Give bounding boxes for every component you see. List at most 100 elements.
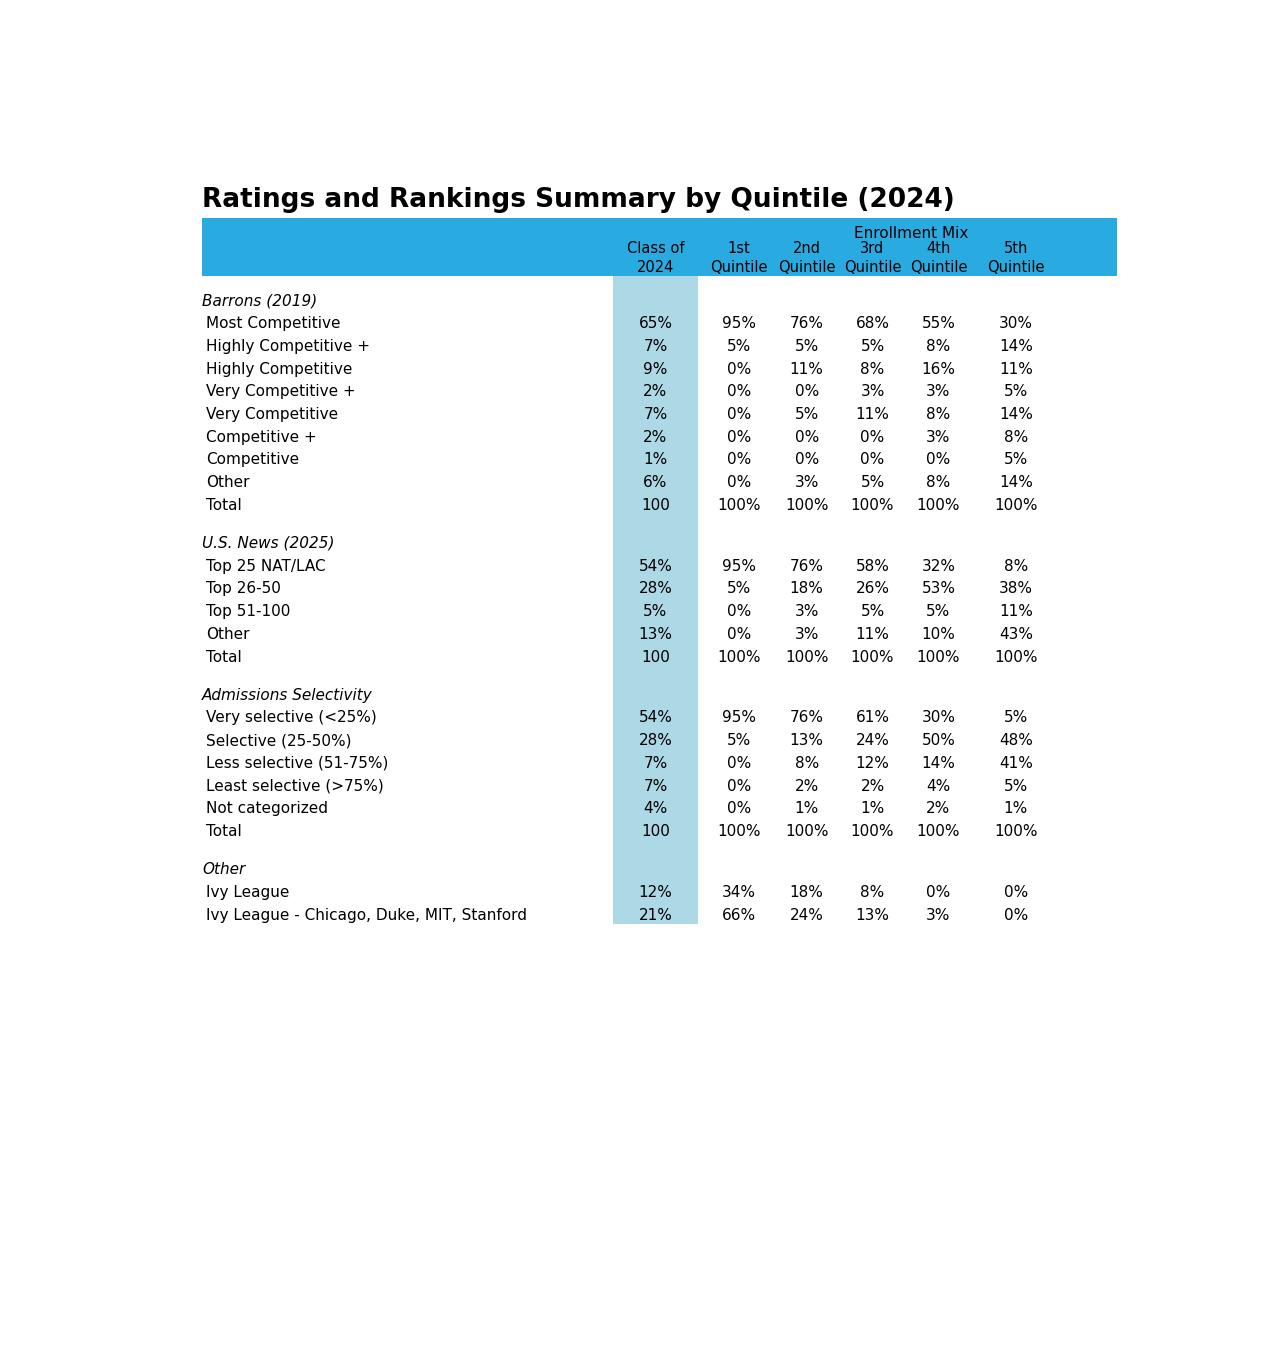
Text: Ivy League: Ivy League <box>205 884 290 900</box>
Text: 0%: 0% <box>926 453 951 468</box>
Text: Ivy League - Chicago, Duke, MIT, Stanford: Ivy League - Chicago, Duke, MIT, Stanfor… <box>205 907 527 922</box>
Text: 13%: 13% <box>790 733 823 748</box>
Text: 66%: 66% <box>722 907 755 922</box>
Text: 1%: 1% <box>643 453 667 468</box>
Text: 5%: 5% <box>727 338 752 355</box>
Text: 0%: 0% <box>727 756 752 771</box>
Text: 34%: 34% <box>722 884 755 900</box>
Text: 41%: 41% <box>999 756 1032 771</box>
Text: 100: 100 <box>641 824 670 838</box>
Text: 30%: 30% <box>999 317 1032 332</box>
Text: 12%: 12% <box>856 756 889 771</box>
Text: 14%: 14% <box>999 474 1032 491</box>
Text: Highly Competitive +: Highly Competitive + <box>205 338 370 355</box>
Text: Not categorized: Not categorized <box>205 801 328 817</box>
Text: 11%: 11% <box>999 361 1032 376</box>
Text: 26%: 26% <box>855 581 889 596</box>
Text: 0%: 0% <box>727 474 752 491</box>
Text: 28%: 28% <box>638 581 672 596</box>
Text: Total: Total <box>205 650 241 665</box>
Text: 5%: 5% <box>926 604 951 619</box>
Text: 100%: 100% <box>916 497 960 512</box>
Text: 100%: 100% <box>851 650 894 665</box>
Text: 5%: 5% <box>727 581 752 596</box>
Text: 32%: 32% <box>921 558 956 574</box>
Text: Other: Other <box>202 863 245 878</box>
Text: 0%: 0% <box>727 627 752 642</box>
Text: 5%: 5% <box>795 407 819 422</box>
Text: 3%: 3% <box>926 384 951 399</box>
Text: 3%: 3% <box>860 384 884 399</box>
Text: 0%: 0% <box>727 407 752 422</box>
Text: Total: Total <box>205 824 241 838</box>
Text: 100%: 100% <box>717 497 760 512</box>
Text: 13%: 13% <box>638 627 672 642</box>
Text: 68%: 68% <box>855 317 889 332</box>
Text: 100%: 100% <box>916 824 960 838</box>
Text: 6%: 6% <box>643 474 667 491</box>
Text: 5%: 5% <box>860 338 884 355</box>
Text: 100: 100 <box>641 497 670 512</box>
Text: Very selective (<25%): Very selective (<25%) <box>205 710 376 725</box>
Text: 11%: 11% <box>856 627 889 642</box>
Text: 8%: 8% <box>926 338 951 355</box>
Bar <box>612 276 698 925</box>
Text: 2%: 2% <box>860 779 884 794</box>
Text: Admissions Selectivity: Admissions Selectivity <box>202 687 373 702</box>
Text: 5th
Quintile: 5th Quintile <box>988 241 1045 275</box>
Text: 18%: 18% <box>790 884 823 900</box>
Text: 2%: 2% <box>643 430 667 445</box>
Text: 11%: 11% <box>999 604 1032 619</box>
Text: U.S. News (2025): U.S. News (2025) <box>202 537 334 551</box>
Text: 8%: 8% <box>1004 558 1028 574</box>
Text: 0%: 0% <box>795 384 819 399</box>
Text: 8%: 8% <box>1004 430 1028 445</box>
Text: Other: Other <box>205 627 250 642</box>
Text: 1%: 1% <box>795 801 819 817</box>
Text: 43%: 43% <box>999 627 1032 642</box>
Text: 30%: 30% <box>921 710 956 725</box>
Text: 100%: 100% <box>851 497 894 512</box>
Text: 100%: 100% <box>916 650 960 665</box>
Text: 11%: 11% <box>790 361 823 376</box>
Text: 5%: 5% <box>643 604 667 619</box>
Text: Competitive +: Competitive + <box>205 430 316 445</box>
Text: 54%: 54% <box>638 558 672 574</box>
Text: 3%: 3% <box>926 907 951 922</box>
Text: 100%: 100% <box>851 824 894 838</box>
Text: 7%: 7% <box>643 756 667 771</box>
Text: Class of
2024: Class of 2024 <box>627 241 684 275</box>
Text: 8%: 8% <box>795 756 819 771</box>
Text: 12%: 12% <box>638 884 672 900</box>
Text: 100%: 100% <box>717 650 760 665</box>
Text: Top 25 NAT/LAC: Top 25 NAT/LAC <box>205 558 325 574</box>
Text: 9%: 9% <box>643 361 667 376</box>
Text: 2%: 2% <box>795 779 819 794</box>
Text: 24%: 24% <box>856 733 889 748</box>
Text: 5%: 5% <box>795 338 819 355</box>
Text: 95%: 95% <box>722 710 755 725</box>
Text: 48%: 48% <box>999 733 1032 748</box>
Text: 8%: 8% <box>926 474 951 491</box>
Text: Total: Total <box>205 497 241 512</box>
Text: 14%: 14% <box>999 338 1032 355</box>
Text: Very Competitive +: Very Competitive + <box>205 384 356 399</box>
Text: 76%: 76% <box>790 558 823 574</box>
Text: 2%: 2% <box>926 801 951 817</box>
Text: 5%: 5% <box>860 604 884 619</box>
Text: Enrollment Mix: Enrollment Mix <box>854 225 968 241</box>
Text: 95%: 95% <box>722 558 755 574</box>
Text: Other: Other <box>205 474 250 491</box>
Text: 1%: 1% <box>860 801 884 817</box>
Text: 3%: 3% <box>795 474 819 491</box>
Text: 28%: 28% <box>638 733 672 748</box>
Text: 0%: 0% <box>727 604 752 619</box>
Text: 100%: 100% <box>785 824 828 838</box>
Text: Ratings and Rankings Summary by Quintile (2024): Ratings and Rankings Summary by Quintile… <box>202 187 954 213</box>
Text: 0%: 0% <box>1004 884 1028 900</box>
Text: 54%: 54% <box>638 710 672 725</box>
Text: 0%: 0% <box>795 453 819 468</box>
Text: 2%: 2% <box>643 384 667 399</box>
Text: 0%: 0% <box>727 453 752 468</box>
Text: 55%: 55% <box>921 317 956 332</box>
